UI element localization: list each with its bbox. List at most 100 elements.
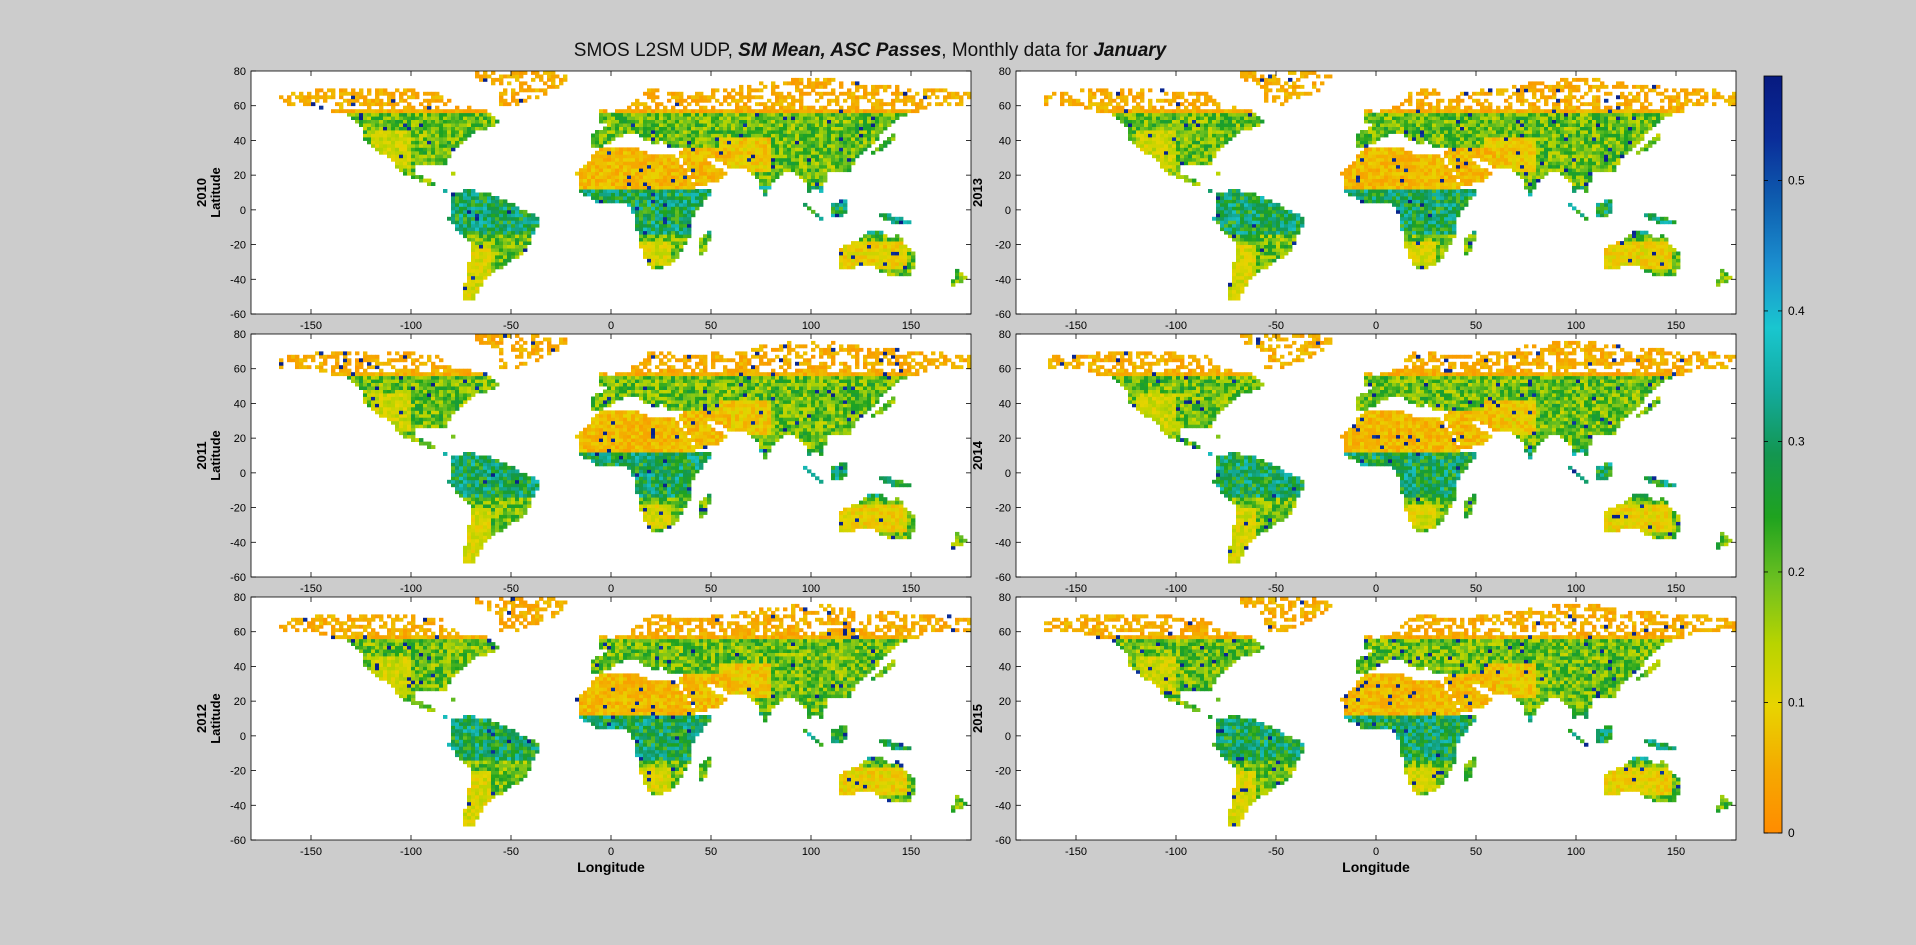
sm-cell bbox=[635, 369, 639, 373]
sm-cell bbox=[515, 99, 519, 103]
sm-cell bbox=[375, 127, 379, 131]
sm-cell bbox=[643, 213, 647, 217]
sm-cell bbox=[503, 494, 507, 498]
sm-cell bbox=[335, 102, 339, 106]
sm-cell bbox=[791, 161, 795, 165]
sm-cell bbox=[847, 252, 851, 256]
sm-cell bbox=[619, 417, 623, 421]
sm-cell bbox=[607, 459, 611, 463]
sm-cell bbox=[615, 372, 619, 376]
sm-cell bbox=[783, 109, 787, 113]
sm-cell bbox=[639, 414, 643, 418]
sm-cell bbox=[651, 525, 655, 529]
sm-cell bbox=[499, 102, 503, 106]
sm-cell bbox=[871, 109, 875, 113]
sm-cell bbox=[627, 106, 631, 110]
sm-cell bbox=[635, 189, 639, 193]
sm-cell bbox=[483, 535, 487, 539]
sm-cell bbox=[423, 134, 427, 138]
sm-cell bbox=[403, 140, 407, 144]
sm-cell bbox=[855, 140, 859, 144]
sm-cell bbox=[619, 189, 623, 193]
sm-cell bbox=[599, 379, 603, 383]
sm-cell bbox=[519, 234, 523, 238]
sm-cell bbox=[883, 252, 887, 256]
sm-cell bbox=[479, 265, 483, 269]
sm-cell bbox=[855, 99, 859, 103]
sm-cell bbox=[507, 245, 511, 249]
sm-cell bbox=[799, 99, 803, 103]
sm-cell bbox=[663, 245, 667, 249]
sm-cell bbox=[435, 421, 439, 425]
sm-cell bbox=[523, 217, 527, 221]
sm-cell bbox=[607, 435, 611, 439]
sm-cell bbox=[387, 386, 391, 390]
sm-cell bbox=[639, 109, 643, 113]
sm-cell bbox=[731, 151, 735, 155]
sm-cell bbox=[459, 403, 463, 407]
sm-cell bbox=[487, 234, 491, 238]
sm-cell bbox=[699, 147, 703, 151]
sm-cell bbox=[695, 144, 699, 148]
sm-cell bbox=[787, 123, 791, 127]
sm-cell bbox=[387, 92, 391, 96]
sm-cell bbox=[795, 85, 799, 89]
sm-cell bbox=[387, 397, 391, 401]
sm-cell bbox=[607, 383, 611, 387]
sm-cell bbox=[435, 414, 439, 418]
sm-cell bbox=[811, 85, 815, 89]
sm-cell bbox=[475, 553, 479, 557]
sm-cell bbox=[707, 134, 711, 138]
sm-cell bbox=[667, 179, 671, 183]
sm-cell bbox=[779, 165, 783, 169]
sm-cell bbox=[655, 469, 659, 473]
sm-cell bbox=[423, 123, 427, 127]
sm-cell bbox=[687, 175, 691, 179]
sm-cell bbox=[695, 199, 699, 203]
sm-cell bbox=[843, 259, 847, 263]
sm-cell bbox=[799, 130, 803, 134]
sm-cell bbox=[431, 140, 435, 144]
sm-cell bbox=[903, 95, 907, 99]
sm-cell bbox=[831, 210, 835, 214]
sm-cell bbox=[651, 193, 655, 197]
sm-cell bbox=[643, 445, 647, 449]
sm-cell bbox=[647, 137, 651, 141]
sm-cell bbox=[407, 144, 411, 148]
sm-cell bbox=[815, 147, 819, 151]
sm-cell bbox=[883, 140, 887, 144]
sm-cell bbox=[507, 231, 511, 235]
sm-cell bbox=[595, 428, 599, 432]
sm-cell bbox=[643, 151, 647, 155]
sm-cell bbox=[659, 238, 663, 242]
sm-cell bbox=[759, 113, 763, 117]
sm-cell bbox=[291, 92, 295, 96]
sm-cell bbox=[743, 120, 747, 124]
sm-cell bbox=[475, 245, 479, 249]
sm-cell bbox=[603, 414, 607, 418]
sm-cell bbox=[427, 386, 431, 390]
sm-cell bbox=[407, 88, 411, 92]
sm-cell bbox=[655, 213, 659, 217]
sm-cell bbox=[783, 106, 787, 110]
sm-cell bbox=[871, 241, 875, 245]
sm-cell bbox=[859, 116, 863, 120]
sm-cell bbox=[587, 179, 591, 183]
sm-cell bbox=[415, 151, 419, 155]
sm-cell bbox=[459, 196, 463, 200]
sm-cell bbox=[495, 518, 499, 522]
sm-cell bbox=[759, 161, 763, 165]
sm-cell bbox=[835, 210, 839, 214]
sm-cell bbox=[523, 210, 527, 214]
sm-cell bbox=[387, 134, 391, 138]
sm-cell bbox=[479, 469, 483, 473]
sm-cell bbox=[407, 369, 411, 373]
sm-cell bbox=[763, 109, 767, 113]
sm-cell bbox=[759, 116, 763, 120]
sm-cell bbox=[727, 154, 731, 158]
sm-cell bbox=[695, 140, 699, 144]
sm-cell bbox=[479, 522, 483, 526]
sm-cell bbox=[727, 140, 731, 144]
sm-cell bbox=[751, 165, 755, 169]
sm-cell bbox=[643, 379, 647, 383]
